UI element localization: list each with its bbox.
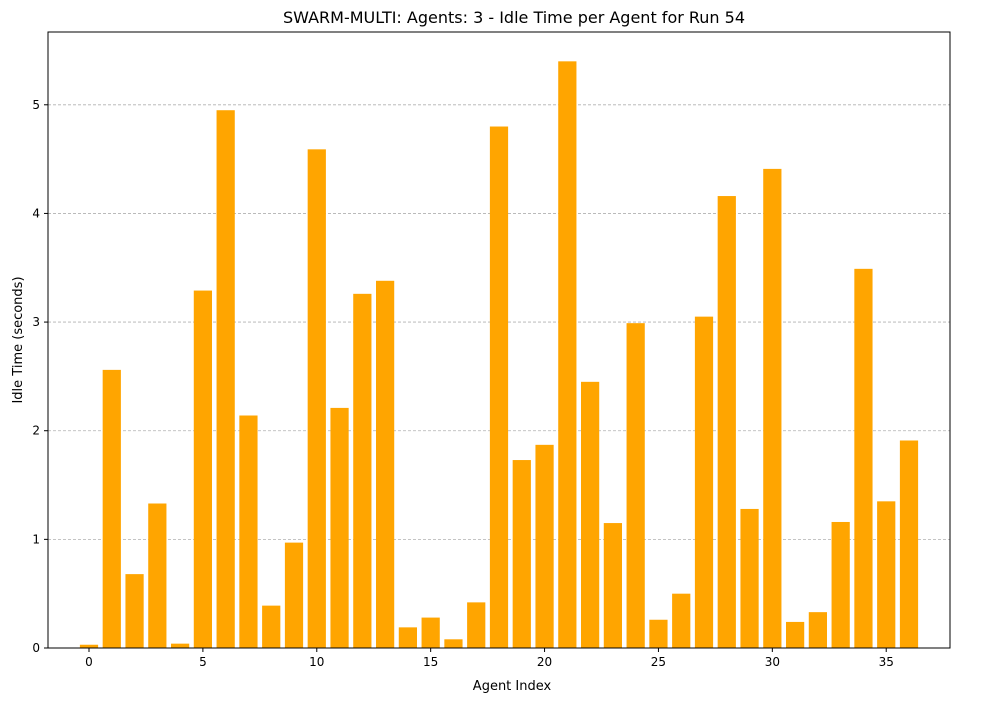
bar	[216, 110, 235, 648]
bar	[877, 501, 896, 648]
x-tick-label: 0	[85, 655, 93, 669]
y-axis-ticks: 0 1 2 3 4 5	[32, 98, 48, 655]
bar	[489, 126, 509, 649]
y-tick-label: 3	[32, 315, 40, 329]
x-tick-label: 5	[199, 655, 207, 669]
x-tick-label: 35	[879, 655, 894, 669]
bar	[672, 593, 691, 648]
bar	[148, 503, 167, 648]
y-tick-label: 4	[32, 206, 40, 220]
bars	[79, 61, 919, 649]
bar	[171, 643, 190, 648]
bar	[694, 316, 714, 648]
bar	[899, 440, 919, 648]
bar	[717, 196, 736, 648]
x-axis-label: Agent Index	[473, 679, 552, 694]
bar	[193, 290, 212, 648]
bar	[444, 639, 463, 648]
bar	[467, 602, 486, 648]
x-tick-label: 10	[309, 655, 324, 669]
bar	[581, 381, 600, 648]
bar	[763, 168, 782, 648]
x-tick-label: 15	[423, 655, 438, 669]
bar	[512, 460, 531, 648]
y-tick-label: 0	[32, 641, 40, 655]
bar	[626, 323, 645, 648]
x-tick-label: 25	[651, 655, 666, 669]
bar	[649, 619, 668, 648]
bar	[786, 621, 805, 648]
bar	[376, 280, 395, 648]
chart-title: SWARM-MULTI: Agents: 3 - Idle Time per A…	[283, 8, 745, 27]
y-axis-label: Idle Time (seconds)	[11, 276, 26, 403]
bar	[262, 605, 281, 648]
bar	[740, 508, 759, 648]
bar	[330, 407, 349, 648]
bar	[125, 574, 144, 648]
y-tick-label: 1	[32, 532, 40, 546]
bar	[102, 369, 121, 648]
x-tick-label: 20	[537, 655, 552, 669]
x-tick-label: 30	[765, 655, 780, 669]
bar	[307, 149, 326, 649]
plot-frame	[47, 31, 951, 649]
y-tick-label: 5	[32, 98, 40, 112]
bar	[284, 542, 304, 648]
bar	[239, 415, 258, 648]
bar	[535, 444, 554, 648]
bar	[854, 268, 873, 648]
y-tick-label: 2	[32, 424, 40, 438]
x-axis-ticks: 0 5 10 15 20 25 30 35	[85, 648, 894, 669]
bar	[421, 617, 440, 648]
bar	[79, 644, 99, 648]
bar	[398, 627, 417, 648]
bar	[808, 612, 827, 648]
bar	[558, 61, 577, 649]
bar	[831, 521, 850, 648]
bar	[603, 523, 622, 648]
bar	[353, 293, 372, 648]
